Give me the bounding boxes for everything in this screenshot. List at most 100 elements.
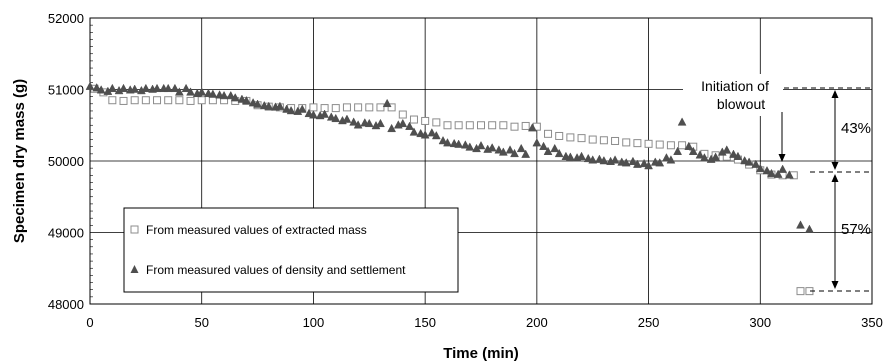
data-point-triangle <box>610 155 620 164</box>
data-point-triangle <box>208 89 218 98</box>
data-point-triangle <box>744 157 754 166</box>
data-point-triangle <box>476 140 486 150</box>
data-point-triangle <box>253 99 262 108</box>
y-tick-label: 50000 <box>48 154 84 169</box>
data-point-square <box>644 139 653 148</box>
x-tick-label: 50 <box>194 315 208 330</box>
data-point-triangle <box>673 146 683 155</box>
data-point-triangle <box>420 130 430 139</box>
data-point-triangle <box>521 149 531 158</box>
data-point-triangle <box>264 101 274 110</box>
data-point-triangle <box>599 155 609 165</box>
data-point-square <box>186 96 195 105</box>
data-point-triangle <box>527 123 537 132</box>
data-point-triangle <box>796 220 805 229</box>
data-point-triangle <box>219 90 229 100</box>
data-point-triangle <box>226 90 236 100</box>
data-point-triangle <box>554 148 564 158</box>
data-series <box>85 81 814 296</box>
data-point-triangle <box>700 153 709 162</box>
data-point-triangle <box>119 83 128 93</box>
data-point-triangle <box>733 151 743 160</box>
x-tick-label: 150 <box>414 315 436 330</box>
data-point-square <box>398 110 407 119</box>
legend-box <box>123 207 459 293</box>
data-point-triangle <box>130 84 140 93</box>
data-point-triangle <box>543 146 553 155</box>
data-point-triangle <box>465 142 475 151</box>
data-point-triangle <box>621 158 631 167</box>
data-point-triangle <box>427 128 437 137</box>
data-point-triangle <box>170 83 180 93</box>
data-point-square <box>544 129 553 138</box>
data-point-square <box>566 133 575 142</box>
data-point-triangle <box>729 149 738 158</box>
data-point-triangle <box>197 87 207 96</box>
blowout-pointer-arrowhead <box>778 154 786 162</box>
data-point-square <box>465 121 474 130</box>
data-point-triangle <box>320 109 330 118</box>
data-point-triangle <box>688 146 698 155</box>
data-point-square <box>387 103 396 112</box>
data-point-square <box>577 134 586 143</box>
data-point-square <box>342 103 351 112</box>
y-axis-title: Specimen dry mass (g) <box>11 79 28 243</box>
data-point-triangle <box>762 165 772 175</box>
x-axis-title: Time (min) <box>443 345 519 362</box>
data-point-triangle <box>275 101 285 110</box>
axis-ticks: 48000 49000 50000 51000 52000 0 50 100 150 200 250… <box>48 11 883 330</box>
upper-span-arrowhead-bottom <box>831 162 839 170</box>
legend-marker-square <box>130 225 139 234</box>
data-point-triangle <box>349 117 359 126</box>
data-point-square <box>331 104 340 113</box>
x-tick-label: 0 <box>86 315 93 330</box>
y-tick-label: 49000 <box>48 226 84 241</box>
data-point-triangle <box>778 164 788 173</box>
data-point-triangle <box>695 150 705 159</box>
data-point-square <box>633 139 642 148</box>
data-point-triangle <box>805 224 814 233</box>
data-point-triangle <box>532 138 542 147</box>
data-point-square <box>599 136 608 145</box>
blowout-label-background <box>683 74 783 116</box>
data-point-square <box>611 136 620 145</box>
data-point-triangle <box>767 168 776 178</box>
series-density-settlement <box>85 81 814 233</box>
data-point-triangle <box>498 147 508 156</box>
data-point-square <box>655 140 664 149</box>
data-point-triangle <box>487 143 497 152</box>
data-point-triangle <box>174 87 184 96</box>
data-point-square <box>443 121 452 130</box>
lower-percent-label: 57% <box>841 221 871 238</box>
data-point-triangle <box>409 127 419 136</box>
data-point-triangle <box>565 152 575 161</box>
data-point-square <box>796 287 805 296</box>
data-point-triangle <box>784 170 794 179</box>
data-point-triangle <box>107 83 117 93</box>
data-point-triangle <box>297 104 307 113</box>
lower-span-arrowhead-bottom <box>831 281 839 289</box>
data-point-triangle <box>505 145 515 154</box>
data-point-square <box>175 96 184 105</box>
data-point-triangle <box>152 83 162 93</box>
legend-label-density-settlement: From measured values of density and sett… <box>146 263 406 277</box>
data-point-triangle <box>628 156 638 165</box>
data-point-triangle <box>662 153 671 162</box>
data-point-square <box>376 103 385 112</box>
data-point-square <box>555 131 564 140</box>
x-tick-label: 100 <box>303 315 325 330</box>
y-tick-label: 51000 <box>48 83 84 98</box>
plot-area-frame <box>89 17 873 305</box>
series-extracted-mass <box>90 84 814 296</box>
y-tick-label: 48000 <box>48 297 84 312</box>
data-point-triangle <box>655 158 665 167</box>
data-point-square <box>622 138 631 147</box>
data-point-triangle <box>588 155 598 164</box>
data-point-triangle <box>460 140 470 149</box>
data-point-triangle <box>677 117 687 126</box>
x-tick-label: 300 <box>749 315 771 330</box>
x-tick-label: 200 <box>526 315 548 330</box>
data-point-triangle <box>639 158 649 168</box>
data-point-triangle <box>92 83 102 92</box>
data-point-square <box>164 96 173 105</box>
